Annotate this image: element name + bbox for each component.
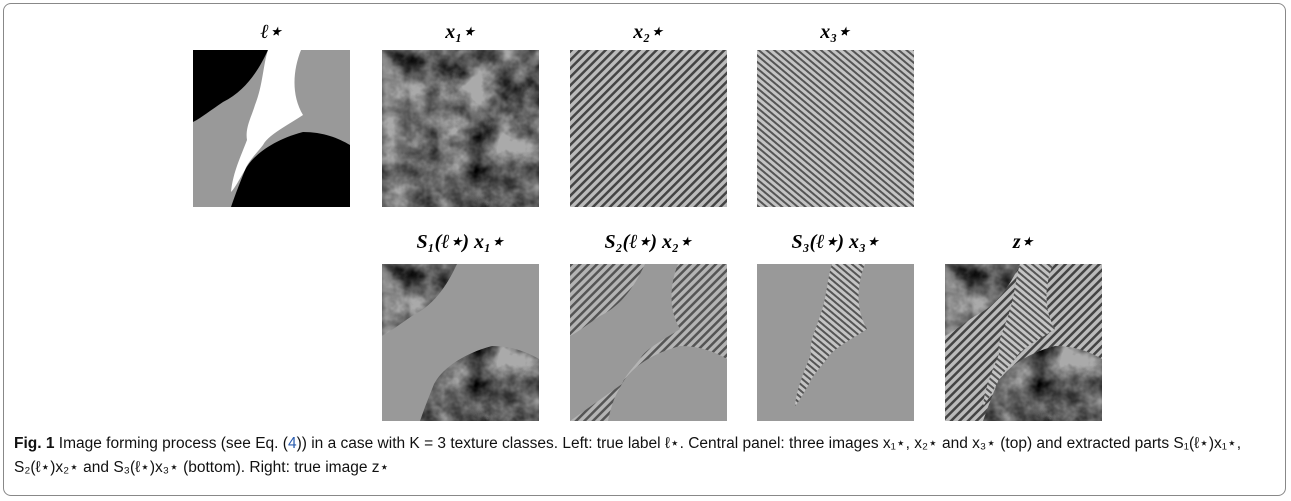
caption-label: Fig. 1: [14, 435, 54, 452]
masked-image: [757, 264, 914, 421]
equation-ref[interactable]: 4: [288, 435, 297, 452]
page: ℓ⋆ x₁⋆ x₂⋆ x₃⋆ S₁(ℓ⋆) x₁⋆ S₂(ℓ⋆) x₂⋆ S₃(…: [0, 0, 1291, 501]
masked-image: [382, 264, 539, 421]
masked-image: [570, 264, 727, 421]
figure: ℓ⋆ x₁⋆ x₂⋆ x₃⋆ S₁(ℓ⋆) x₁⋆ S₂(ℓ⋆) x₂⋆ S₃(…: [0, 0, 1291, 430]
panel-title: x₂⋆: [632, 21, 664, 43]
panel-title: x₃⋆: [819, 21, 851, 43]
caption: Fig. 1 Image forming process (see Eq. (4…: [14, 432, 1276, 480]
texture-image: [757, 50, 914, 207]
panel-title: S₃(ℓ⋆) x₃⋆: [792, 231, 880, 253]
panel-title: x₁⋆: [444, 21, 476, 43]
texture-image: [382, 50, 539, 207]
composite-image: [945, 264, 1102, 421]
panel-title: S₁(ℓ⋆) x₁⋆: [417, 231, 505, 253]
caption-text: Image forming process (see Eq. (: [59, 435, 288, 452]
label-image: [193, 50, 350, 207]
texture-image: [570, 50, 727, 207]
panel-title: z⋆: [1012, 231, 1035, 253]
panel-title: S₂(ℓ⋆) x₂⋆: [605, 231, 693, 253]
panel-title: ℓ⋆: [260, 21, 283, 43]
